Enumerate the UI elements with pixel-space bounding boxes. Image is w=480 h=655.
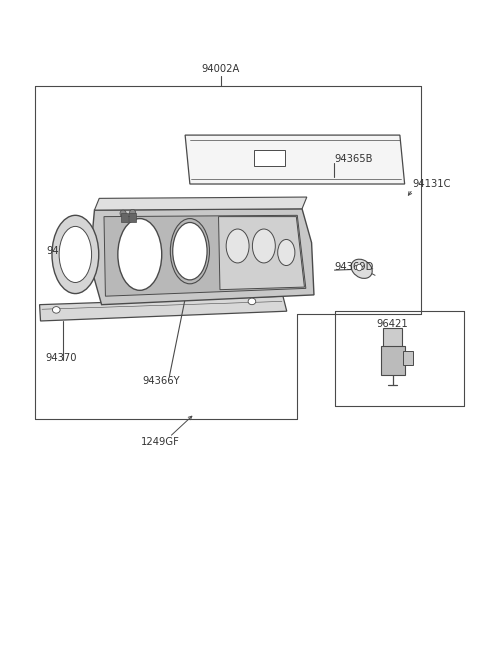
Bar — [129, 213, 136, 222]
Bar — [120, 213, 128, 222]
Polygon shape — [185, 135, 405, 184]
Ellipse shape — [248, 298, 256, 305]
Ellipse shape — [52, 215, 99, 293]
Bar — [381, 346, 405, 375]
Ellipse shape — [357, 264, 362, 271]
Text: 94366Y: 94366Y — [142, 376, 180, 386]
Text: 94131C: 94131C — [413, 179, 451, 189]
Text: 94002A: 94002A — [202, 64, 240, 74]
Ellipse shape — [130, 210, 136, 216]
Ellipse shape — [173, 223, 207, 280]
Polygon shape — [90, 209, 314, 305]
Bar — [383, 328, 402, 347]
Ellipse shape — [59, 227, 92, 282]
Text: 1249GF: 1249GF — [141, 437, 180, 447]
Text: 94365B: 94365B — [335, 154, 373, 164]
Ellipse shape — [120, 210, 126, 217]
Ellipse shape — [52, 307, 60, 313]
Text: 94366Y: 94366Y — [47, 246, 84, 255]
Text: 94370: 94370 — [45, 353, 77, 363]
Ellipse shape — [278, 240, 295, 265]
Polygon shape — [95, 197, 307, 210]
Text: 94197: 94197 — [177, 252, 209, 262]
Text: 94369D: 94369D — [335, 263, 374, 272]
Ellipse shape — [351, 259, 372, 278]
Ellipse shape — [118, 219, 162, 290]
Text: 94198: 94198 — [130, 234, 162, 244]
Bar — [403, 351, 413, 365]
Ellipse shape — [226, 229, 249, 263]
Text: 96421: 96421 — [377, 319, 408, 329]
Text: 93950B: 93950B — [171, 264, 209, 274]
Ellipse shape — [252, 229, 276, 263]
Polygon shape — [39, 296, 287, 321]
Polygon shape — [104, 215, 306, 296]
Bar — [254, 150, 285, 166]
Polygon shape — [218, 217, 304, 290]
